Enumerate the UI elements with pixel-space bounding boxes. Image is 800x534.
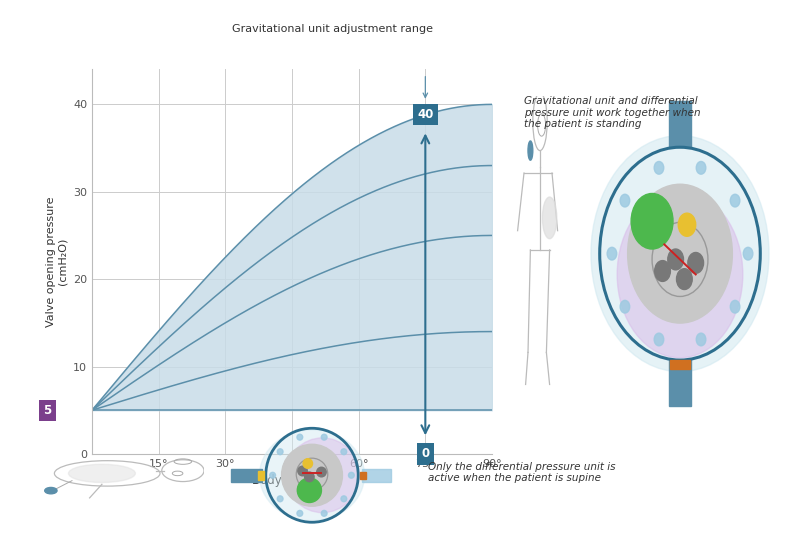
Circle shape [297,511,302,516]
Circle shape [297,434,302,440]
Circle shape [322,511,327,516]
Circle shape [45,488,57,494]
Ellipse shape [542,197,557,239]
Circle shape [298,478,322,502]
Circle shape [270,472,275,478]
Circle shape [620,194,630,207]
Text: 0: 0 [422,447,430,460]
Circle shape [607,247,617,260]
Text: Gravitational unit and differential
pressure unit work together when
the patient: Gravitational unit and differential pres… [524,96,701,129]
Circle shape [654,333,664,346]
Circle shape [303,459,313,468]
Circle shape [743,247,753,260]
Circle shape [628,184,732,323]
Circle shape [617,191,743,358]
Y-axis label: Valve opening pressure
(cmH₂O): Valve opening pressure (cmH₂O) [46,197,67,327]
Circle shape [654,261,670,281]
Circle shape [341,496,346,502]
Circle shape [654,161,664,174]
Circle shape [528,141,533,160]
Circle shape [631,193,673,249]
Circle shape [730,300,740,313]
Circle shape [620,300,630,313]
Circle shape [696,333,706,346]
Bar [230,469,262,482]
Text: Gravitational unit adjustment range: Gravitational unit adjustment range [231,24,433,34]
Circle shape [282,444,342,506]
Circle shape [668,249,683,270]
Text: Only the differential pressure unit is
active when the patient is supine: Only the differential pressure unit is a… [428,462,615,483]
Circle shape [688,253,703,273]
Text: 40: 40 [417,108,434,121]
Bar [669,101,691,147]
Bar [360,472,366,479]
Ellipse shape [69,464,135,483]
Text: 5: 5 [43,404,52,417]
Ellipse shape [259,430,365,521]
Bar [669,360,691,406]
Circle shape [349,472,354,478]
Circle shape [341,449,346,454]
Circle shape [298,466,307,476]
X-axis label: Body position: Body position [252,474,332,488]
Circle shape [278,496,283,502]
Circle shape [730,194,740,207]
Circle shape [677,269,692,289]
Bar [362,469,390,482]
Circle shape [286,438,359,513]
Circle shape [322,434,327,440]
Circle shape [305,472,314,482]
Circle shape [591,136,769,372]
Circle shape [278,449,283,454]
Circle shape [317,467,326,477]
Bar [670,360,690,370]
Circle shape [678,213,696,236]
Circle shape [696,161,706,174]
Bar [258,471,264,480]
